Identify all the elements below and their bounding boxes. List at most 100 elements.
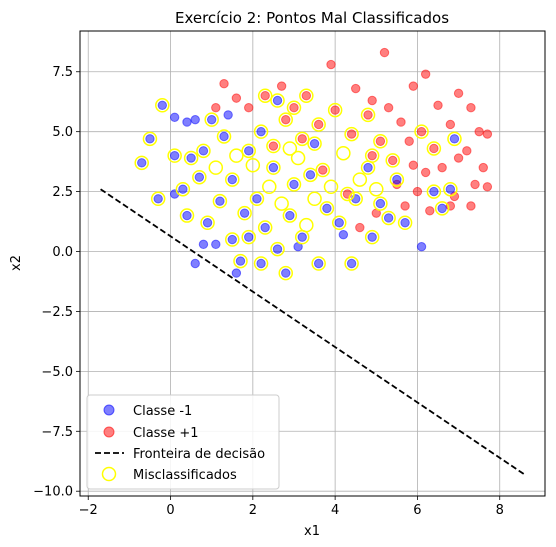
misclassified-ring xyxy=(262,179,277,195)
point-class-pos xyxy=(425,206,435,216)
point-class-neg xyxy=(202,218,213,228)
point-class-pos xyxy=(367,95,377,106)
point-class-pos xyxy=(404,136,414,146)
misclassified-ring xyxy=(245,157,261,173)
point-class-pos xyxy=(474,126,484,137)
point-class-neg xyxy=(429,186,439,197)
point-class-neg xyxy=(260,222,270,233)
y-tick-label: −5.0 xyxy=(41,365,73,380)
misclassified-ring xyxy=(373,134,388,149)
point-class-neg xyxy=(182,210,192,221)
point-class-pos xyxy=(297,134,307,144)
point-class-neg xyxy=(198,146,209,156)
point-class-pos xyxy=(420,167,431,178)
point-class-pos xyxy=(408,160,419,170)
misclassified-ring xyxy=(286,177,302,192)
misclassified-ring xyxy=(360,107,376,123)
misclassified-ring xyxy=(253,256,269,271)
misclassified-ring xyxy=(249,191,265,207)
misclassified-ring xyxy=(364,229,380,245)
misclassified-ring xyxy=(192,169,207,185)
legend: Classe -1 Classe +1 Fronteira de decisão… xyxy=(86,394,280,490)
point-class-pos xyxy=(379,47,390,58)
misclassified-ring xyxy=(266,160,281,175)
legend-marker-class-neg xyxy=(103,404,115,416)
misclassified-ring xyxy=(311,117,326,132)
misclassified-ring xyxy=(397,215,413,231)
misclassified-ring xyxy=(294,131,310,147)
misclassified-ring xyxy=(200,215,215,231)
point-class-pos xyxy=(289,103,299,113)
point-class-neg xyxy=(206,114,217,125)
point-class-pos xyxy=(400,201,410,211)
misclassified-ring xyxy=(241,229,256,245)
point-class-neg xyxy=(322,203,332,214)
y-tick-label: 7.5 xyxy=(52,65,73,80)
misclassified-ring xyxy=(307,136,322,151)
legend-marker-misclassified xyxy=(101,466,117,482)
misclassified-ring xyxy=(274,196,289,211)
point-class-neg xyxy=(392,174,402,185)
point-class-neg xyxy=(256,258,266,269)
point-class-neg xyxy=(227,174,237,185)
misclassified-ring xyxy=(266,138,281,154)
y-axis-label: x2 xyxy=(9,255,24,271)
point-class-pos xyxy=(244,103,254,113)
y-tick-label: −10.0 xyxy=(33,485,73,500)
misclassified-ring xyxy=(315,162,331,178)
misclassified-ring xyxy=(155,98,170,113)
y-tick-label: 0.0 xyxy=(52,245,73,260)
point-class-neg xyxy=(285,210,295,221)
point-class-pos xyxy=(260,91,270,101)
misclassified-ring xyxy=(364,148,380,163)
misclassified-ring xyxy=(229,148,244,163)
point-class-neg xyxy=(190,258,200,269)
point-class-pos xyxy=(416,126,427,137)
point-class-pos xyxy=(268,141,279,151)
misclassified-ring xyxy=(257,220,273,235)
misclassified-ring xyxy=(307,191,322,207)
legend-marker-class-pos xyxy=(103,426,115,438)
y-tick-label: −2.5 xyxy=(41,305,73,320)
misclassified-ring xyxy=(426,184,442,199)
point-class-neg xyxy=(227,234,237,245)
point-class-pos xyxy=(396,117,406,127)
point-class-neg xyxy=(400,218,410,228)
misclassified-ring xyxy=(340,186,355,202)
point-class-neg xyxy=(338,230,349,240)
point-class-neg xyxy=(309,138,320,149)
point-class-neg xyxy=(272,244,283,254)
misclassified-ring xyxy=(241,143,256,159)
misclassified-ring xyxy=(270,241,285,257)
misclassified-ring xyxy=(257,88,273,103)
point-class-pos xyxy=(281,114,291,125)
point-class-pos xyxy=(470,179,480,190)
point-class-neg xyxy=(178,184,188,194)
point-class-neg xyxy=(194,172,205,182)
legend-label-class-neg: Classe -1 xyxy=(133,404,192,419)
point-class-neg xyxy=(190,114,200,125)
point-class-neg xyxy=(231,268,242,278)
misclassified-ring xyxy=(179,208,195,223)
legend-label-misclassified: Misclassificados xyxy=(133,468,237,483)
point-class-neg xyxy=(268,162,279,173)
legend-box xyxy=(86,394,280,490)
point-class-neg xyxy=(186,153,196,163)
y-tick-label: −7.5 xyxy=(41,425,73,440)
point-class-pos xyxy=(367,150,377,161)
misclassified-ring xyxy=(290,150,306,166)
misclassified-ring xyxy=(233,253,248,269)
point-class-neg xyxy=(383,213,394,223)
point-class-pos xyxy=(466,201,476,211)
axis-ticks: −2 0 2 4 6 8 −10.0 −7.5 −5.0 −2.5 0.0 2.5 5.0 7.5 xyxy=(33,65,504,518)
misclassified-ring xyxy=(323,179,339,195)
point-class-neg xyxy=(334,218,344,228)
point-class-neg xyxy=(169,112,180,122)
misclassified-ring xyxy=(253,124,269,139)
point-class-pos xyxy=(388,155,398,166)
misclassified-ring xyxy=(282,141,298,156)
point-class-neg xyxy=(445,184,456,194)
point-class-neg xyxy=(235,256,246,266)
point-class-neg xyxy=(223,110,233,120)
